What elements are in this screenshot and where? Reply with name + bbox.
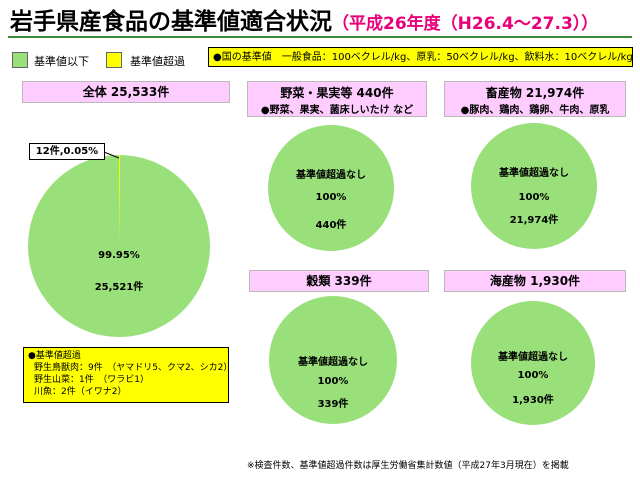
header-total: 全体 25,533件 [22,81,230,103]
page-title: 岩手県産食品の基準値適合状況（平成26年度（H26.4～27.3）） [10,2,630,36]
page-title-main: 岩手県産食品の基準値適合状況 [10,9,332,35]
header-vegetables: 野菜・果実等 440件 ●野菜、果実、菌床しいたけ など [247,81,427,117]
header-grains-label: 穀類 339件 [306,274,372,288]
legend-label-below: 基準値以下 [34,55,89,68]
footnote: ※検査件数、基準値超過件数は厚生労働省集計数値（平成27年3月現在）を掲載 [247,461,569,471]
pie-livestock-count: 21,974件 [509,215,559,226]
pie-grains-count: 339件 [317,399,349,410]
header-livestock-label: 畜産物 21,974件 [485,86,585,100]
standards-note: ●国の基準値 一般食品：100ベクレル/kg、原乳：50ベクレル/kg、飲料水：… [208,47,633,67]
exceed-details-title: ●基準値超過 [28,351,81,361]
exceed-line-river-fish: 川魚：2件（イワナ2） [34,387,127,397]
pie-seafood-status: 基準値超過なし [498,352,568,363]
pie-grains-pct: 100% [317,376,349,387]
exceed-details: ●基準値超過 野生鳥獣肉：9件 （ヤマドリ5、クマ2、シカ2） 野生山菜：1件 … [23,347,233,403]
pie-livestock-status: 基準値超過なし [499,168,569,179]
header-grains: 穀類 339件 [249,270,429,292]
pie-vegetables-pct: 100% [315,192,347,203]
header-seafood-label: 海産物 1,930件 [489,274,581,288]
pie-total-pct: 99.95% [98,250,140,261]
pie-livestock [471,123,597,249]
callout-leader [103,151,120,159]
exceed-line-wild-vegetables: 野生山菜：1件 （ワラビ1） [34,375,149,385]
header-total-label: 全体 25,533件 [82,85,170,99]
pie-grains [269,296,397,424]
legend-label-exceed: 基準値超過 [130,55,185,68]
page-title-sub: （平成26年度（H26.4～27.3）） [332,14,599,34]
pie-grains-status: 基準値超過なし [298,357,368,368]
callout-exceed: 12件,0.05% [29,143,105,160]
pie-total-exceed [119,155,121,246]
title-underline [8,36,632,38]
pie-seafood-pct: 100% [517,370,549,381]
header-vegetables-sub: ●野菜、果実、菌床しいたけ など [260,105,414,116]
pie-vegetables-status: 基準値超過なし [296,170,366,181]
header-seafood: 海産物 1,930件 [444,270,626,292]
header-vegetables-label: 野菜・果実等 440件 [280,86,394,100]
header-livestock-sub: ●豚肉、鶏肉、鶏卵、牛肉、原乳 [460,105,610,116]
legend-swatch-exceed [106,52,122,68]
pie-seafood [471,301,595,425]
pie-vegetables [268,125,394,251]
exceed-line-wild-meat: 野生鳥獣肉：9件 （ヤマドリ5、クマ2、シカ2） [34,363,233,373]
pie-seafood-count: 1,930件 [512,395,554,406]
pie-total-count: 25,521件 [94,282,144,293]
legend-swatch-below [12,52,28,68]
header-livestock: 畜産物 21,974件 ●豚肉、鶏肉、鶏卵、牛肉、原乳 [444,81,626,117]
pie-livestock-pct: 100% [518,192,550,203]
pie-vegetables-count: 440件 [315,220,347,231]
